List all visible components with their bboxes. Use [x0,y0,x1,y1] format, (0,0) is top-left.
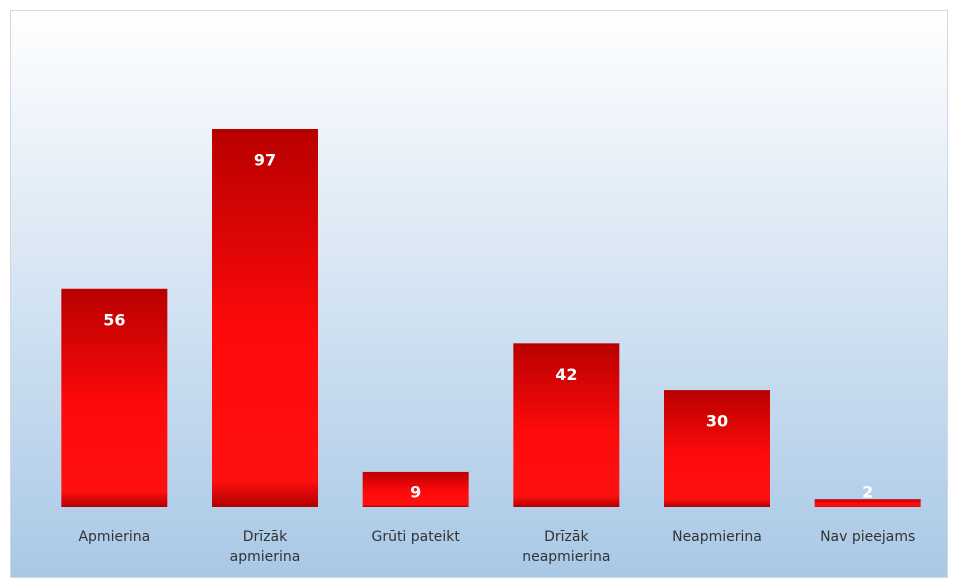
bar [61,288,168,507]
x-tick-label: Grūti pateikt [371,529,460,545]
bar [814,499,921,507]
value-label: 42 [555,365,577,384]
value-label: 30 [706,412,728,431]
x-tick-label: Nav pieejams [820,529,915,545]
x-tick-label: Neapmierina [672,529,762,545]
value-label: 9 [410,483,421,502]
bar [362,471,469,507]
value-label: 2 [862,483,873,502]
bar [513,343,620,507]
x-tick-label: Drīzāk neapmierina [522,529,610,565]
value-label: 56 [103,310,125,329]
x-tick-label: Drīzāk apmierina [230,529,301,565]
x-tick-label: Apmierina [78,529,150,545]
bar [212,129,318,507]
bar [664,390,770,507]
value-label: 97 [254,151,276,170]
